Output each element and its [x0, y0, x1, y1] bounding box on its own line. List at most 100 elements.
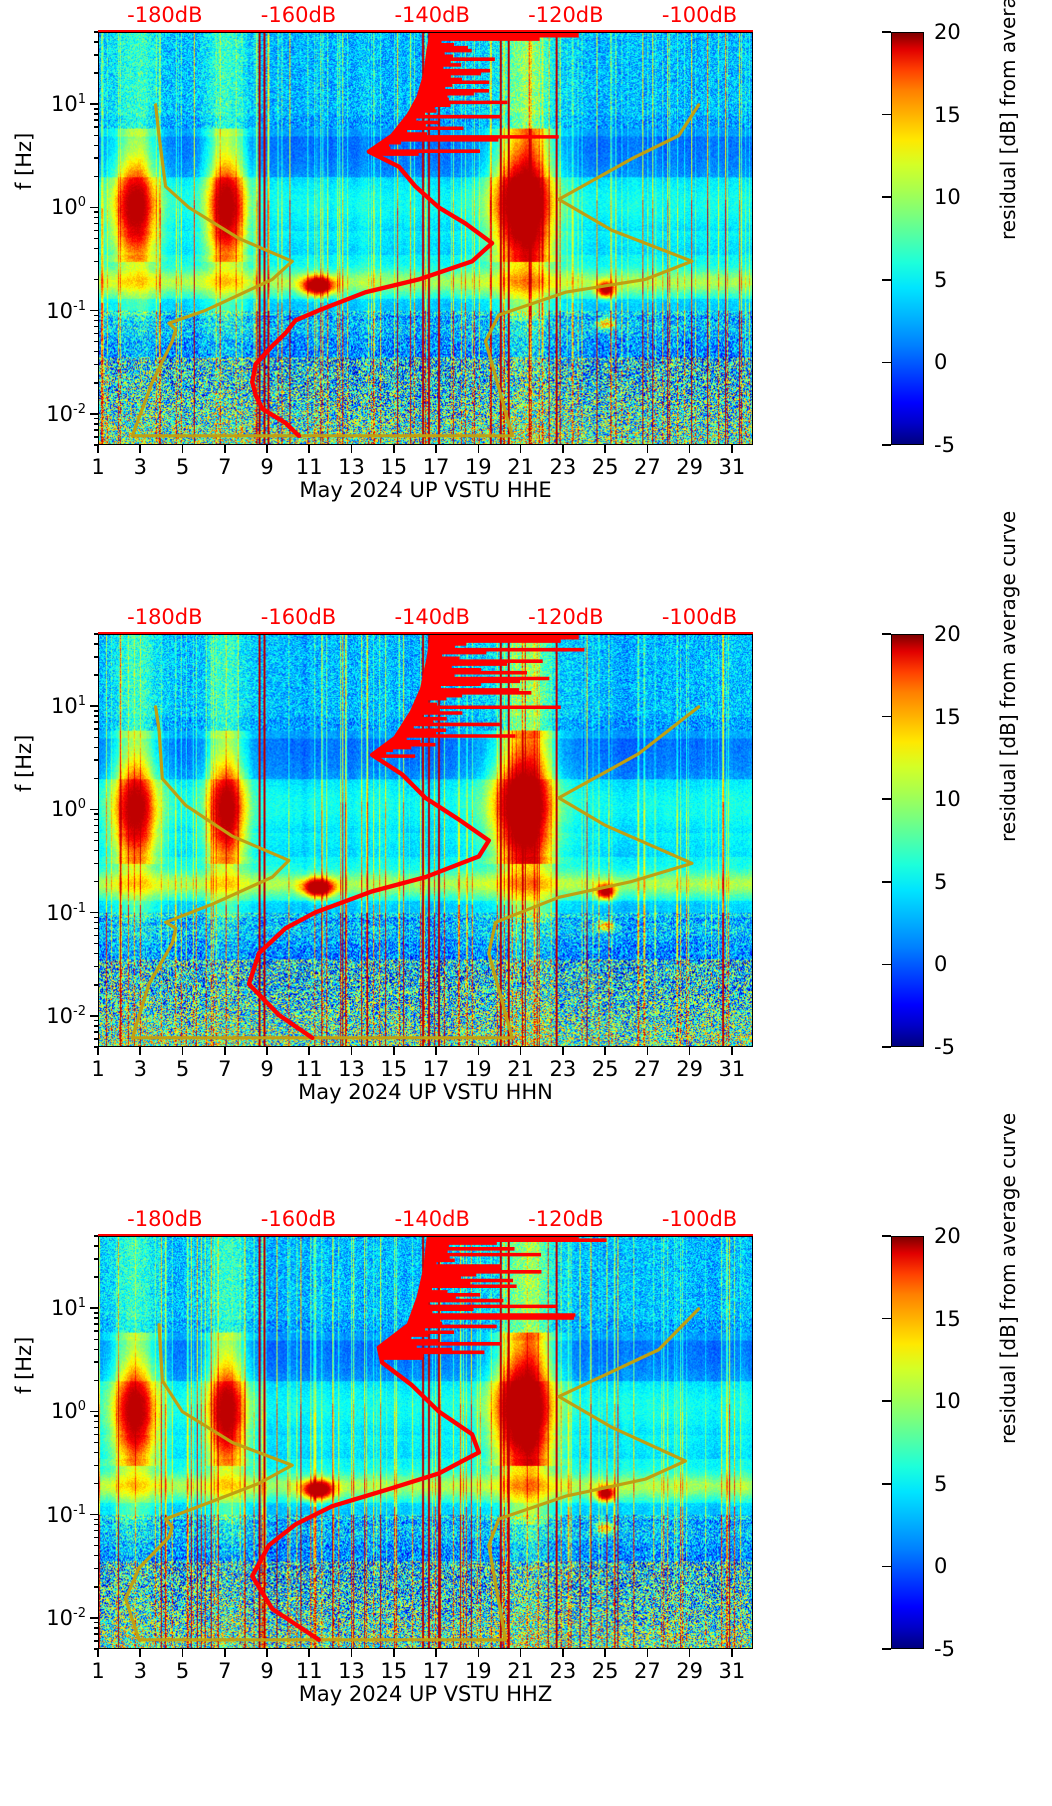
spectrogram-plot: [98, 634, 753, 1047]
noise-model-low-curve: [130, 705, 291, 1040]
x-axis-tick-label: 3: [133, 455, 147, 479]
y-axis: 101 100 10-1 10-2: [0, 1235, 98, 1650]
y-axis-minor-tick: [93, 1567, 98, 1570]
x-axis-tick-label: 21: [507, 455, 534, 479]
colorbar-tick: [882, 31, 891, 33]
noise-model-low-curve: [130, 103, 294, 438]
x-axis-tick: [604, 1649, 606, 1657]
y-axis-minor-tick: [93, 247, 98, 250]
y-axis-minor-tick: [93, 1031, 98, 1033]
colorbar-tick: [882, 1648, 891, 1650]
panel-hhe: -180dB -160dB -140dB -120dB -100dB 101 10…: [0, 0, 1052, 602]
y-axis-tick: [90, 1307, 98, 1309]
x-axis-tick-label: 29: [676, 1057, 703, 1081]
x-axis-tick: [435, 1649, 437, 1657]
y-axis-tick-label: 10-2: [46, 1003, 86, 1028]
colorbar-tick-label: 20: [934, 20, 961, 44]
y-axis-minor-tick: [93, 363, 98, 366]
y-axis-minor-tick: [93, 824, 98, 827]
y-axis-tick: [90, 413, 98, 415]
y-axis-tick-label: 100: [50, 195, 86, 220]
y-axis-minor-tick: [93, 211, 98, 213]
colorbar-tick-label: -5: [934, 433, 955, 457]
x-axis-tick: [731, 1649, 733, 1657]
x-axis-tick-label: 7: [218, 455, 232, 479]
y-axis-minor-tick: [93, 921, 98, 924]
x-axis-tick-label: 27: [633, 1057, 661, 1081]
x-axis-tick: [519, 1047, 522, 1055]
db-axis-label: -120dB: [528, 605, 604, 629]
x-axis-tick-label: 3: [133, 1057, 147, 1081]
x-axis-tick-label: 19: [464, 455, 492, 479]
x-axis-tick-label: 19: [464, 1057, 492, 1081]
x-axis-tick: [688, 445, 691, 453]
y-axis-minor-tick: [93, 984, 98, 986]
y-axis-minor-tick: [93, 1523, 98, 1526]
colorbar-tick-label: 15: [934, 704, 961, 729]
colorbar-tick-label: 5: [934, 869, 948, 894]
y-axis-minor-tick: [93, 229, 98, 231]
x-axis-tick: [223, 445, 226, 453]
y-axis-minor-tick: [93, 1330, 98, 1332]
y-axis-tick: [90, 1015, 98, 1017]
x-axis-tick-label: 23: [549, 1659, 577, 1683]
y-axis-minor-tick: [93, 113, 98, 115]
x-axis: 1 3 5 7 9 11 13 15 17 19 21 23 25 27 29 31: [91, 1649, 753, 1709]
y-axis-minor-tick: [93, 934, 98, 937]
y-axis-minor-tick: [93, 1633, 98, 1635]
y-axis-minor-tick: [93, 656, 98, 658]
colorbar-tick-label: 20: [934, 622, 961, 646]
x-axis-tick-label: 9: [260, 1057, 274, 1081]
y-axis-tick: [90, 1410, 98, 1413]
db-axis-label: -100dB: [661, 3, 738, 27]
x-axis-tick-label: 23: [549, 455, 577, 479]
x-axis-tick: [562, 1047, 564, 1055]
colorbar-tick-label: -5: [934, 1035, 955, 1059]
y-axis-tick: [90, 206, 98, 209]
y-axis-minor-tick: [93, 1482, 98, 1485]
x-axis-tick-label: 7: [218, 1659, 232, 1683]
y-axis-minor-tick: [93, 1276, 98, 1278]
y-axis-minor-tick: [93, 1312, 98, 1314]
colorbar-tick: [882, 1565, 891, 1568]
x-axis-tick-label: 17: [422, 1659, 450, 1683]
x-axis-tick-label: 5: [175, 455, 190, 479]
y-axis-minor-tick: [93, 1046, 98, 1048]
colorbar-tick-label: -5: [934, 1637, 955, 1661]
x-axis-tick-label: 3: [133, 1659, 147, 1683]
x-axis-tick: [97, 445, 99, 453]
y-axis-label: f [Hz]: [12, 734, 36, 792]
colorbar-title: residual [dB] from average curve: [996, 0, 1020, 240]
panel-title: May 2024 UP VSTU HHN: [298, 1080, 553, 1104]
x-axis-tick-label: 21: [507, 1057, 534, 1081]
db-axis-label: -180dB: [127, 605, 203, 629]
y-axis-minor-tick: [93, 849, 98, 852]
colorbar: [891, 1236, 924, 1649]
y-axis-tick-label: 100: [50, 1399, 86, 1424]
x-axis-tick: [688, 1649, 691, 1657]
colorbar-tick: [882, 1046, 891, 1048]
spectrogram-plot: [98, 32, 753, 445]
y-axis-minor-tick: [93, 1518, 98, 1521]
x-axis-tick: [350, 445, 353, 453]
colorbar: [891, 634, 924, 1047]
db-axis-label: -140dB: [394, 1207, 470, 1231]
panel-hhn: -180dB -160dB -140dB -120dB -100dB 101 10…: [0, 511, 1052, 1204]
db-axis-label: -160dB: [260, 605, 337, 629]
y-axis-minor-tick: [93, 1338, 98, 1340]
x-axis-tick-label: 25: [591, 1057, 619, 1081]
x-axis-tick: [393, 1047, 395, 1055]
y-axis: 101 100 10-1 10-2: [0, 633, 98, 1048]
x-axis-tick: [646, 1649, 649, 1657]
db-axis-label: -140dB: [394, 3, 470, 27]
y-axis-minor-tick: [93, 710, 98, 712]
panel-title: May 2024 UP VSTU HHE: [299, 478, 552, 502]
panel-hhz: -180dB -160dB -140dB -120dB -100dB 101 10…: [0, 1113, 1052, 1806]
curve-overlay: [99, 1237, 752, 1648]
y-axis-minor-tick: [93, 1586, 98, 1588]
y-axis-tick: [90, 911, 98, 914]
x-axis-tick: [266, 1047, 268, 1055]
y-axis-minor-tick: [93, 237, 98, 240]
y-axis-minor-tick: [93, 444, 98, 446]
y-axis-minor-tick: [93, 1451, 98, 1454]
